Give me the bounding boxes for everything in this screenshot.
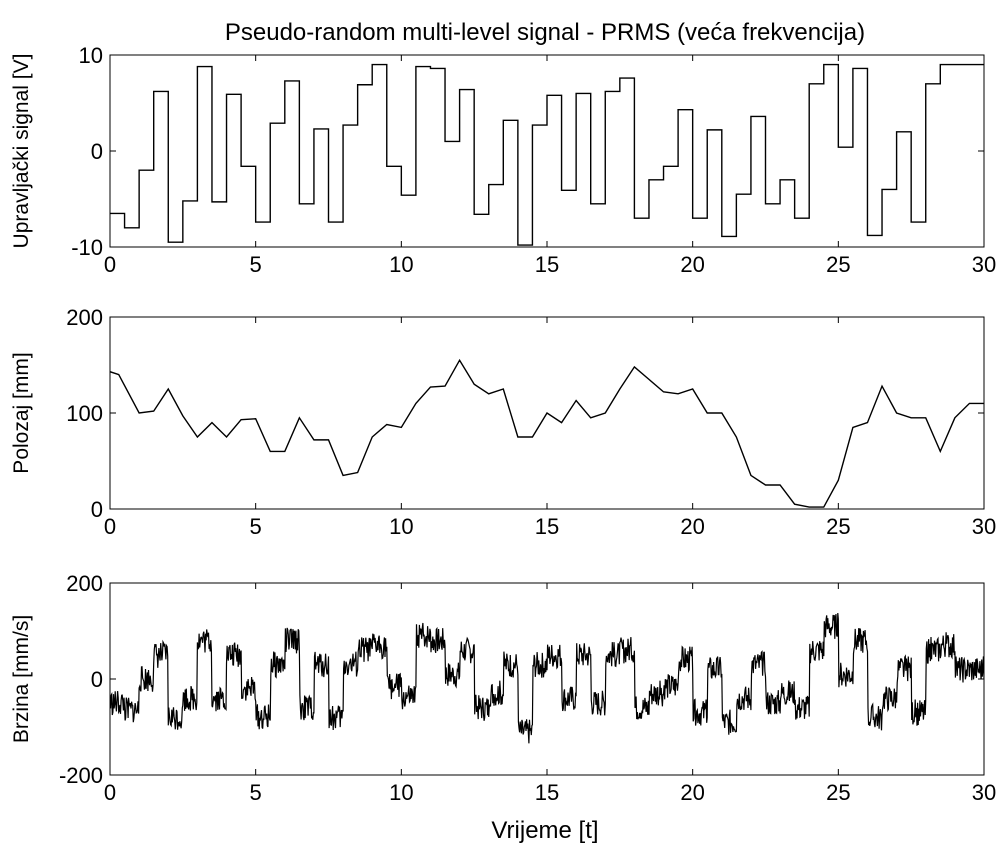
y-tick-label: 200 (66, 571, 103, 596)
y-axis-label: Polozaj [mm] (10, 352, 33, 473)
x-tick-label: 15 (535, 514, 559, 539)
x-tick-label: 0 (104, 514, 116, 539)
subplot-2: 0 5 10 15 20 25 30 0 100 200 Polozaj [mm] (10, 305, 996, 539)
x-tick-label: 30 (972, 514, 996, 539)
x-tick-label: 15 (535, 252, 559, 277)
x-tick-label: 20 (680, 252, 704, 277)
x-axis-label: Vrijeme [t] (491, 817, 598, 844)
series-line-1 (110, 63, 984, 246)
y-tick-label: 0 (91, 497, 103, 522)
figure-title: Pseudo-random multi-level signal - PRMS … (225, 19, 865, 46)
x-tick-label: 25 (826, 780, 850, 805)
y-axis-label: Brzina [mm/s] (10, 615, 33, 743)
x-tick-label: 25 (826, 252, 850, 277)
x-tick-label: 10 (389, 514, 413, 539)
y-tick-label: -10 (71, 235, 103, 260)
x-tick-label: 30 (972, 252, 996, 277)
y-axis-label: Upravljački signal [V] (10, 54, 33, 249)
x-tick-label: 10 (389, 252, 413, 277)
y-tick-label: 200 (66, 305, 103, 330)
x-tick-label: 20 (680, 514, 704, 539)
y-tick-label: 10 (79, 43, 103, 68)
x-tick-label: 15 (535, 780, 559, 805)
x-tick-label: 5 (250, 514, 262, 539)
x-tick-label: 0 (104, 252, 116, 277)
x-tick-label: 25 (826, 514, 850, 539)
x-tick-label: 5 (250, 780, 262, 805)
y-tick-label: 0 (91, 667, 103, 692)
x-tick-label: 0 (104, 780, 116, 805)
y-tick-label: 100 (66, 401, 103, 426)
y-tick-label: 0 (91, 139, 103, 164)
x-tick-label: 30 (972, 780, 996, 805)
x-tick-label: 20 (680, 780, 704, 805)
x-tick-label: 10 (389, 780, 413, 805)
series-line-1 (110, 358, 984, 508)
x-tick-label: 5 (250, 252, 262, 277)
y-tick-label: -200 (59, 763, 103, 788)
series-line-1 (110, 612, 984, 744)
